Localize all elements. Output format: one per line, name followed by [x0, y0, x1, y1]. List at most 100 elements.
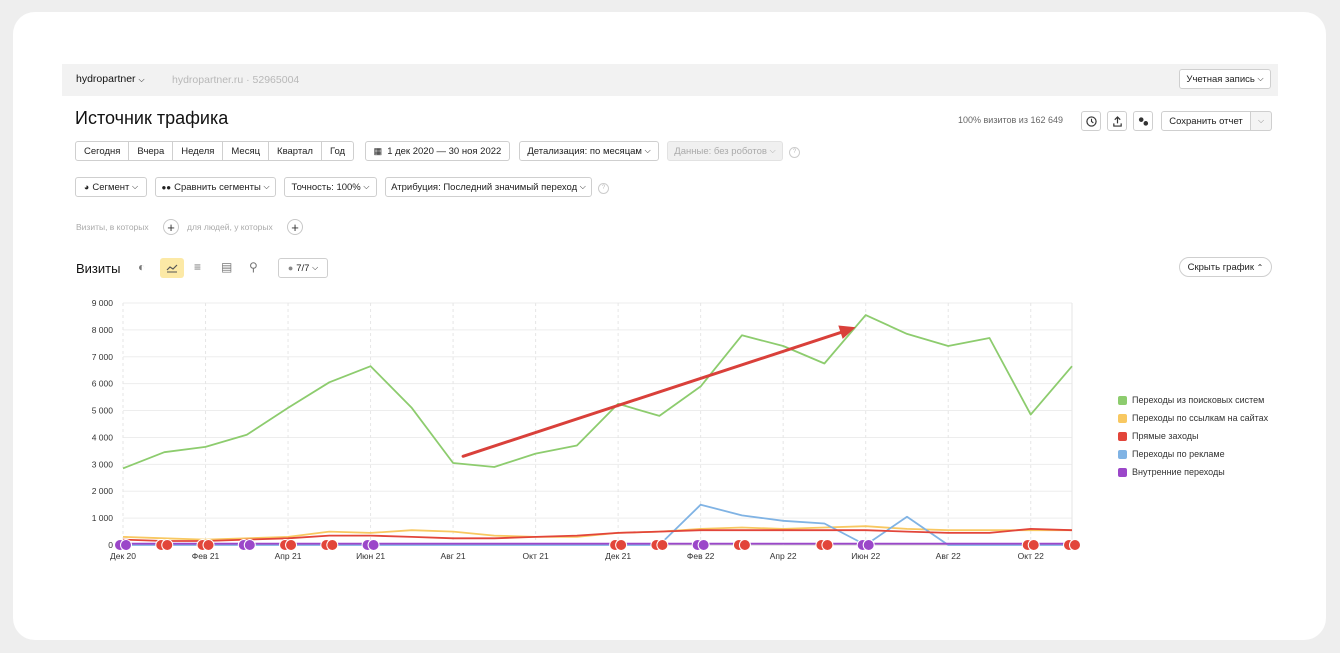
annotation-marker: [609, 539, 628, 551]
legend-checkbox[interactable]: [1118, 467, 1127, 477]
annotation-dot: [1027, 539, 1040, 551]
attribution-dropdown[interactable]: Атрибуция: Последний значимый переход ⌵: [385, 177, 592, 197]
x-tick-label: Окт 21: [523, 551, 549, 561]
segment-dropdown[interactable]: ◕ Сегмент ⌵: [75, 177, 147, 197]
chevron-down-icon: ⌵: [644, 146, 651, 155]
y-tick-label: 0: [108, 540, 113, 550]
legend-item[interactable]: Переходы по ссылкам на сайтах: [1118, 409, 1268, 427]
chevron-down-icon: ⌵: [312, 263, 319, 272]
visits-share: 100% визитов из 162 649: [958, 115, 1063, 125]
annotation-marker: [650, 539, 669, 551]
period-month[interactable]: Месяц: [223, 142, 270, 160]
bar-chart-icon[interactable]: ▤: [221, 260, 233, 274]
legend-label: Переходы из поисковых систем: [1132, 395, 1265, 405]
y-tick-label: 6 000: [92, 379, 114, 389]
legend-item[interactable]: Прямые заходы: [1118, 427, 1268, 445]
annotation-dot: [326, 539, 339, 551]
save-report-button[interactable]: Сохранить отчет: [1161, 111, 1251, 131]
series-line-direct: [122, 528, 1073, 542]
counter-selector[interactable]: hydropartner ⌵: [76, 73, 145, 85]
y-tick-label: 2 000: [92, 486, 114, 496]
x-tick-label: Апр 22: [770, 551, 797, 561]
annotation-marker: [155, 539, 174, 551]
save-options-button[interactable]: ⌵: [1250, 111, 1272, 131]
annotation-dot: [285, 539, 298, 551]
x-tick-label: Дек 21: [605, 551, 631, 561]
help-icon[interactable]: ?: [789, 147, 800, 158]
pie-chart-icon[interactable]: ◐: [138, 260, 146, 274]
calendar-icon: ▦: [373, 145, 383, 156]
annotation-marker: [732, 539, 751, 551]
top-bar: [62, 64, 1278, 96]
legend-item[interactable]: Переходы по рекламе: [1118, 445, 1268, 463]
series-line-search: [122, 314, 1073, 470]
chevron-up-icon: ⌃: [1256, 262, 1264, 272]
period-selector: Сегодня Вчера Неделя Месяц Квартал Год: [75, 141, 355, 161]
legend-label: Переходы по ссылкам на сайтах: [1132, 413, 1269, 423]
accuracy-label: Точность: 100%: [291, 181, 361, 193]
visits-where-label: Визиты, в которых: [76, 222, 149, 232]
y-tick-label: 3 000: [92, 459, 114, 469]
legend-checkbox[interactable]: [1118, 413, 1127, 423]
series-count-dropdown[interactable]: ● 7/7 ⌵: [278, 258, 328, 278]
help-icon[interactable]: ?: [598, 183, 609, 194]
period-year[interactable]: Год: [329, 145, 346, 157]
history-icon[interactable]: [1081, 111, 1101, 131]
metric-title: Визиты: [76, 261, 121, 276]
chart-legend: Переходы из поисковых систем Переходы по …: [1118, 391, 1268, 481]
annotation-dot: [862, 539, 875, 551]
line-chart-icon[interactable]: [160, 258, 184, 278]
annotation-dot: [697, 539, 710, 551]
legend-checkbox[interactable]: [1118, 431, 1127, 441]
counter-name: hydropartner: [76, 73, 136, 85]
annotation-dot: [615, 539, 628, 551]
series-count-label: 7/7: [296, 262, 310, 274]
annotation-dot: [1069, 539, 1081, 551]
accuracy-dropdown[interactable]: Точность: 100% ⌵: [284, 177, 377, 197]
annotation-dot: [367, 539, 380, 551]
data-filter-dropdown[interactable]: Данные: без роботов ⌵: [667, 141, 783, 161]
date-range-button[interactable]: ▦ 1 дек 2020 — 30 ноя 2022: [365, 141, 510, 161]
hide-chart-button[interactable]: Скрыть график ⌃: [1179, 257, 1272, 277]
period-today[interactable]: Сегодня: [76, 142, 130, 160]
period-week[interactable]: Неделя: [173, 142, 224, 160]
x-tick-label: Окт 22: [1018, 551, 1044, 561]
chevron-down-icon: ⌵: [138, 75, 145, 84]
segment-label: Сегмент: [92, 181, 130, 193]
x-tick-label: Дек 20: [110, 551, 136, 561]
x-tick-label: Фев 21: [192, 551, 220, 561]
segments-icon[interactable]: [1133, 111, 1153, 131]
legend-checkbox[interactable]: [1118, 449, 1127, 459]
add-people-condition-button[interactable]: +: [287, 219, 303, 235]
annotation-marker: [279, 539, 298, 551]
export-icon[interactable]: [1107, 111, 1127, 131]
legend-item[interactable]: Переходы из поисковых систем: [1118, 391, 1268, 409]
map-pin-icon[interactable]: ⚲: [249, 260, 258, 274]
compare-segments-dropdown[interactable]: ●● Сравнить сегменты ⌵: [155, 177, 276, 197]
x-tick-label: Апр 21: [275, 551, 302, 561]
x-tick-label: Фев 22: [687, 551, 715, 561]
area-chart-icon[interactable]: ≡: [194, 260, 202, 274]
x-tick-label: Июн 22: [851, 551, 880, 561]
annotation-dot: [161, 539, 174, 551]
add-visit-condition-button[interactable]: +: [163, 219, 179, 235]
period-yesterday[interactable]: Вчера: [129, 142, 174, 160]
page-title: Источник трафика: [75, 108, 229, 128]
x-tick-label: Июн 21: [356, 551, 385, 561]
annotation-dot: [738, 539, 751, 551]
compare-icon: ●●: [161, 182, 172, 192]
annotation-marker: [1021, 539, 1040, 551]
legend-item[interactable]: Внутренние переходы: [1118, 463, 1268, 481]
annotation-marker: [691, 539, 710, 551]
annotation-marker: [320, 539, 339, 551]
detail-dropdown[interactable]: Детализация: по месяцам ⌵: [519, 141, 659, 161]
period-quarter[interactable]: Квартал: [269, 142, 322, 160]
account-button-label: Учетная запись: [1186, 73, 1255, 85]
chevron-down-icon: ⌵: [263, 182, 270, 191]
chevron-down-icon: ⌵: [579, 182, 586, 191]
y-tick-label: 8 000: [92, 325, 114, 335]
account-button[interactable]: Учетная запись ⌵: [1179, 69, 1271, 89]
x-tick-label: Авг 21: [441, 551, 466, 561]
legend-checkbox[interactable]: [1118, 395, 1127, 405]
